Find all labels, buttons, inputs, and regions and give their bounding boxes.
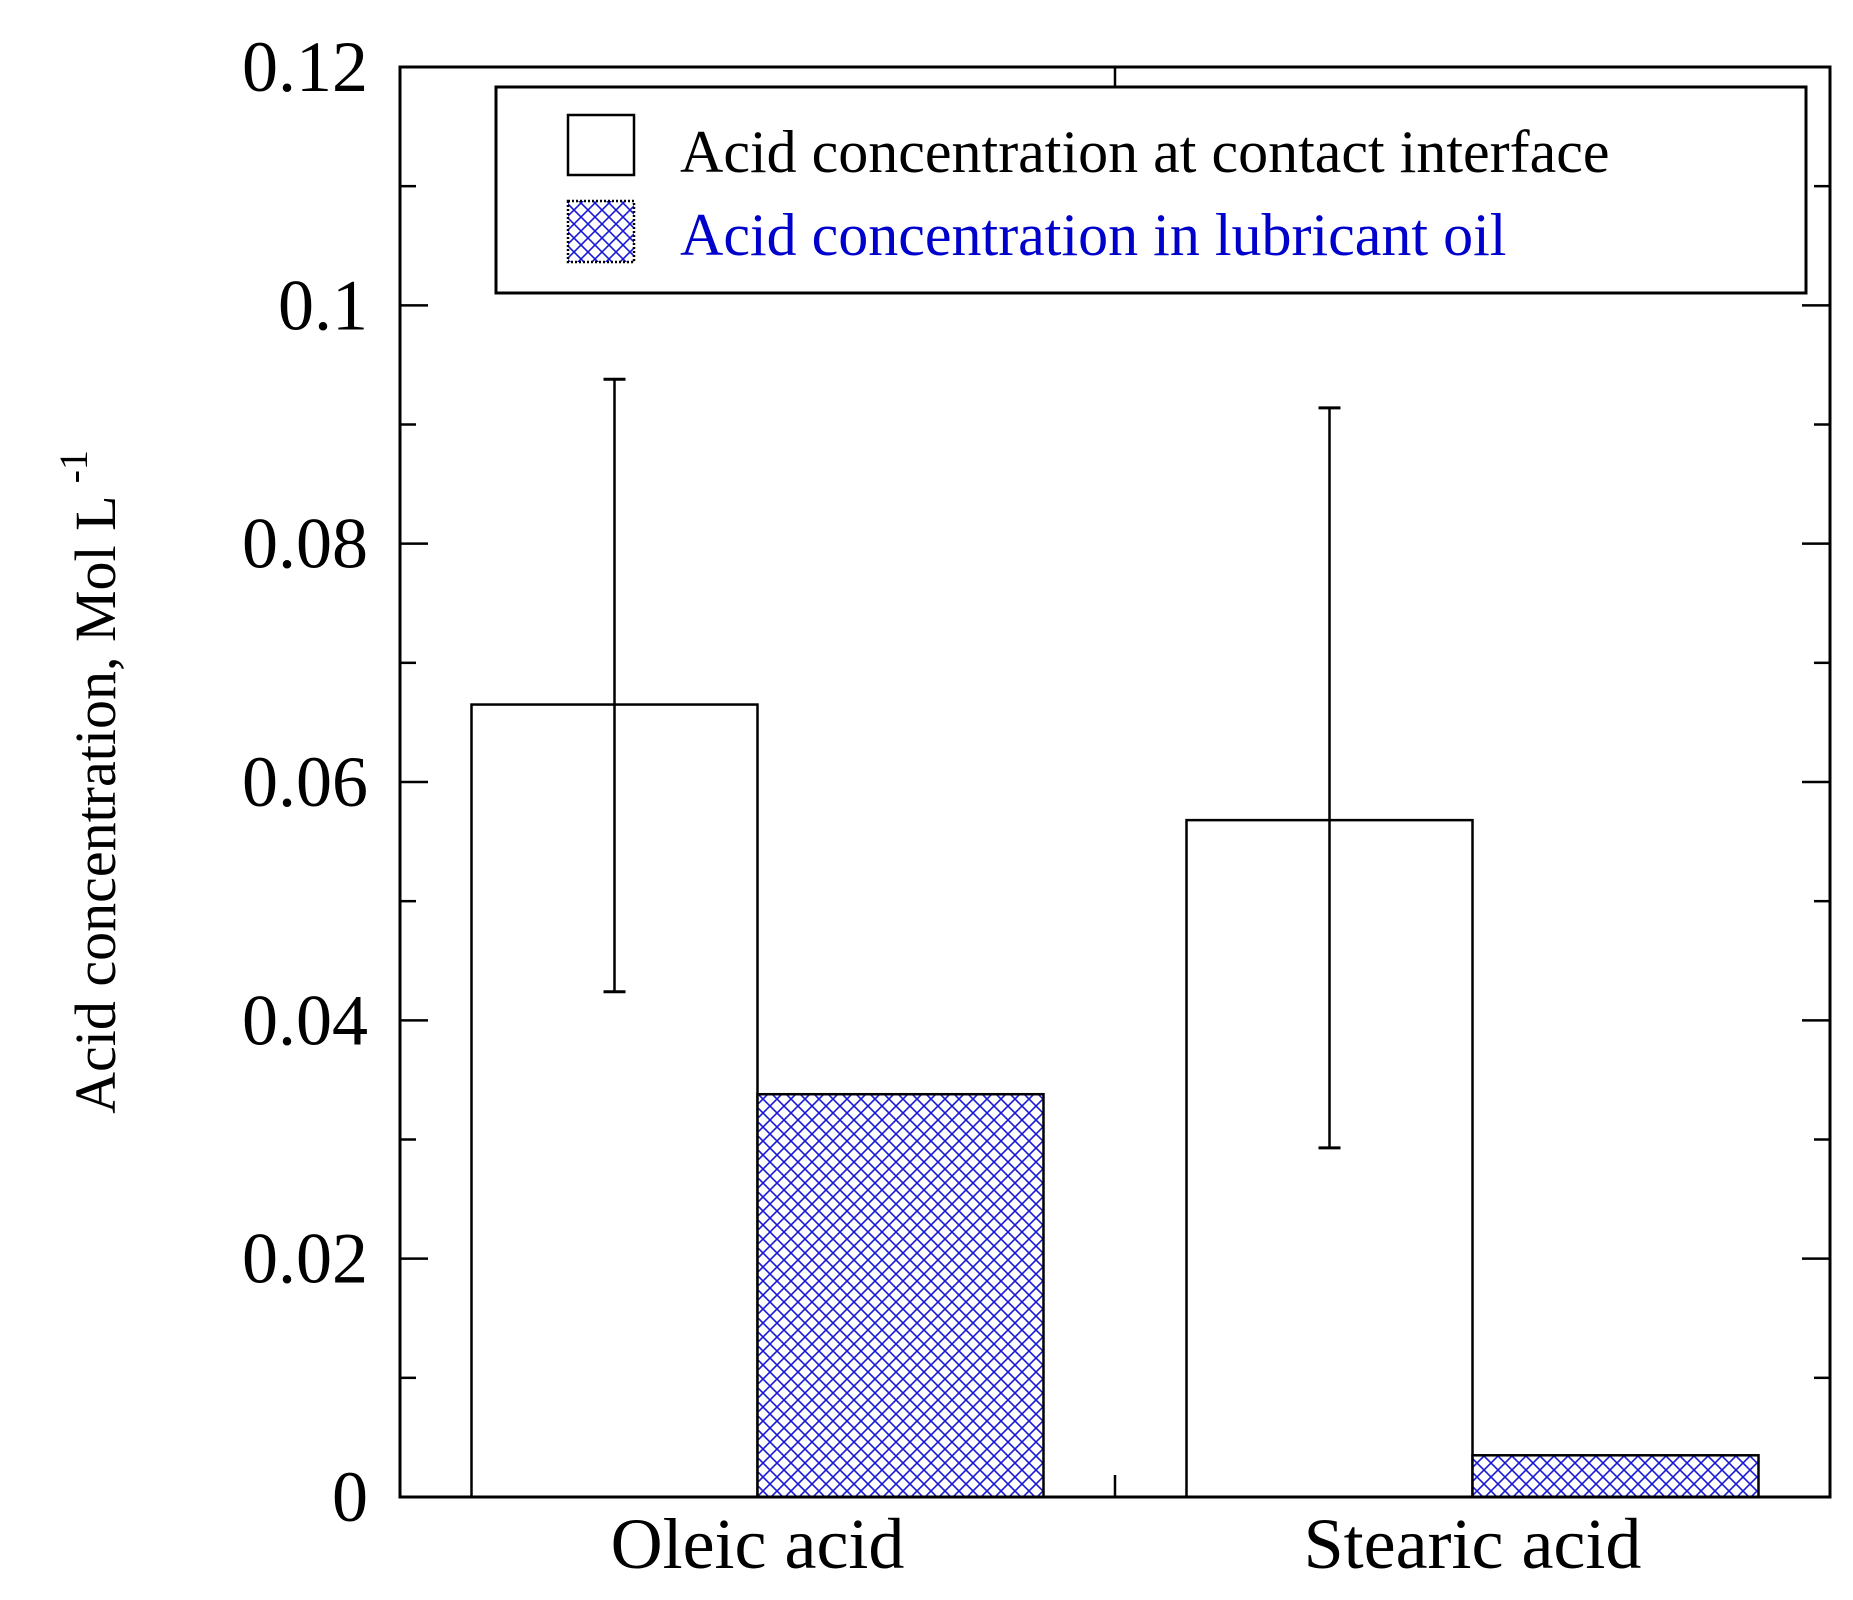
- y-tick-label: 0.12: [242, 27, 368, 107]
- bars-layer: [470, 703, 1760, 1499]
- bar-lubricant-oleic-acid: [756, 1092, 1045, 1499]
- y-tick-label: 0.08: [242, 504, 368, 584]
- y-tick-label: 0.06: [242, 742, 368, 822]
- x-tick-labels: Oleic acid Stearic acid: [611, 1504, 1642, 1584]
- legend-swatch-lubricant: [566, 199, 636, 264]
- y-axis-label-text: Acid concentration, Mol L: [63, 495, 128, 1114]
- legend-label-interface: Acid concentration at contact interface: [680, 119, 1610, 185]
- legend: Acid concentration at contact interface …: [494, 85, 1808, 295]
- x-tick-label-stearic-acid: Stearic acid: [1304, 1504, 1642, 1584]
- bar-lubricant-stearic-acid: [1471, 1454, 1760, 1499]
- y-tick-label: 0: [332, 1457, 368, 1537]
- y-tick-label: 0.02: [242, 1219, 368, 1299]
- axis-ticks: [400, 65, 1830, 1499]
- error-bars-layer: [603, 377, 1341, 1150]
- y-tick-label: 0.04: [242, 980, 368, 1060]
- y-axis-label-superscript: -1: [51, 450, 96, 483]
- legend-label-lubricant: Acid concentration in lubricant oil: [680, 202, 1506, 268]
- y-tick-label: 0.1: [278, 265, 368, 345]
- legend-box: [494, 85, 1808, 295]
- y-tick-labels: 0 0.02 0.04 0.06 0.08 0.1 0.12: [242, 27, 368, 1537]
- y-axis-label: Acid concentration, Mol L -1: [51, 450, 128, 1114]
- legend-swatch-interface: [566, 113, 636, 177]
- x-tick-label-oleic-acid: Oleic acid: [611, 1504, 905, 1584]
